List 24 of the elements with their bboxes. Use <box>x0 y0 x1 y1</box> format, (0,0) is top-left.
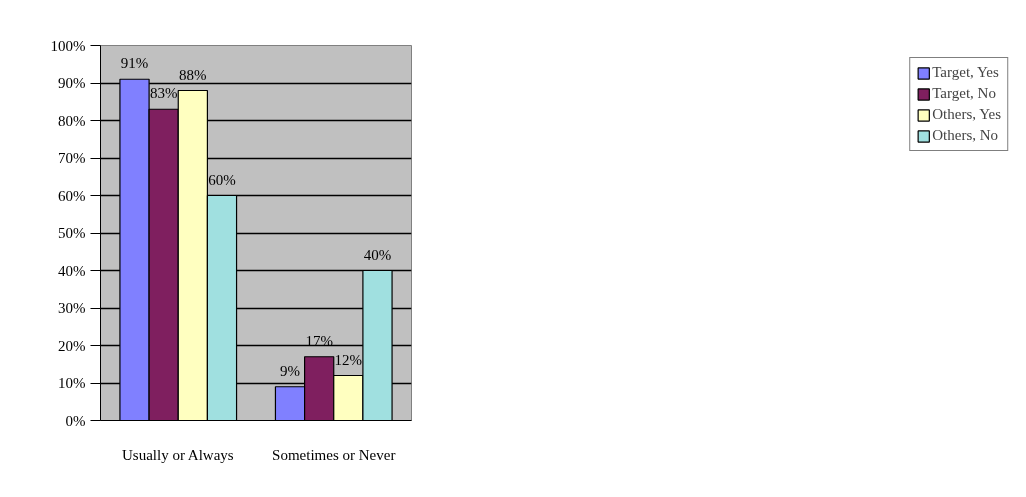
y-tick-label: 70% <box>58 150 86 166</box>
data-label: 9% <box>280 362 301 379</box>
y-tick-label: 60% <box>58 187 86 204</box>
y-tick-label: 90% <box>58 75 86 91</box>
data-label: 60% <box>208 171 236 188</box>
legend-label: Target, Yes <box>932 64 999 81</box>
y-tick-label: 80% <box>58 112 86 129</box>
x-tick-label: Sometimes or Never <box>272 446 396 463</box>
y-tick-label: 20% <box>58 337 86 354</box>
legend-label: Others, Yes <box>932 106 1001 123</box>
legend-label: Target, No <box>932 85 996 102</box>
y-tick-label: 40% <box>58 262 86 279</box>
y-tick-label: 30% <box>58 300 86 316</box>
y-tick-label: 10% <box>58 375 86 391</box>
x-tick-label: Usually or Always <box>122 446 234 463</box>
data-label: 91% <box>120 55 149 72</box>
y-tick-label: 0% <box>65 412 86 429</box>
data-label: 88% <box>179 66 207 83</box>
y-tick-label: 50% <box>58 225 86 241</box>
data-label: 12% <box>334 351 363 368</box>
legend-label: Others, No <box>932 127 999 144</box>
data-label: 40% <box>363 246 392 263</box>
data-label: 83% <box>149 85 178 102</box>
y-tick-label: 100% <box>50 37 86 54</box>
